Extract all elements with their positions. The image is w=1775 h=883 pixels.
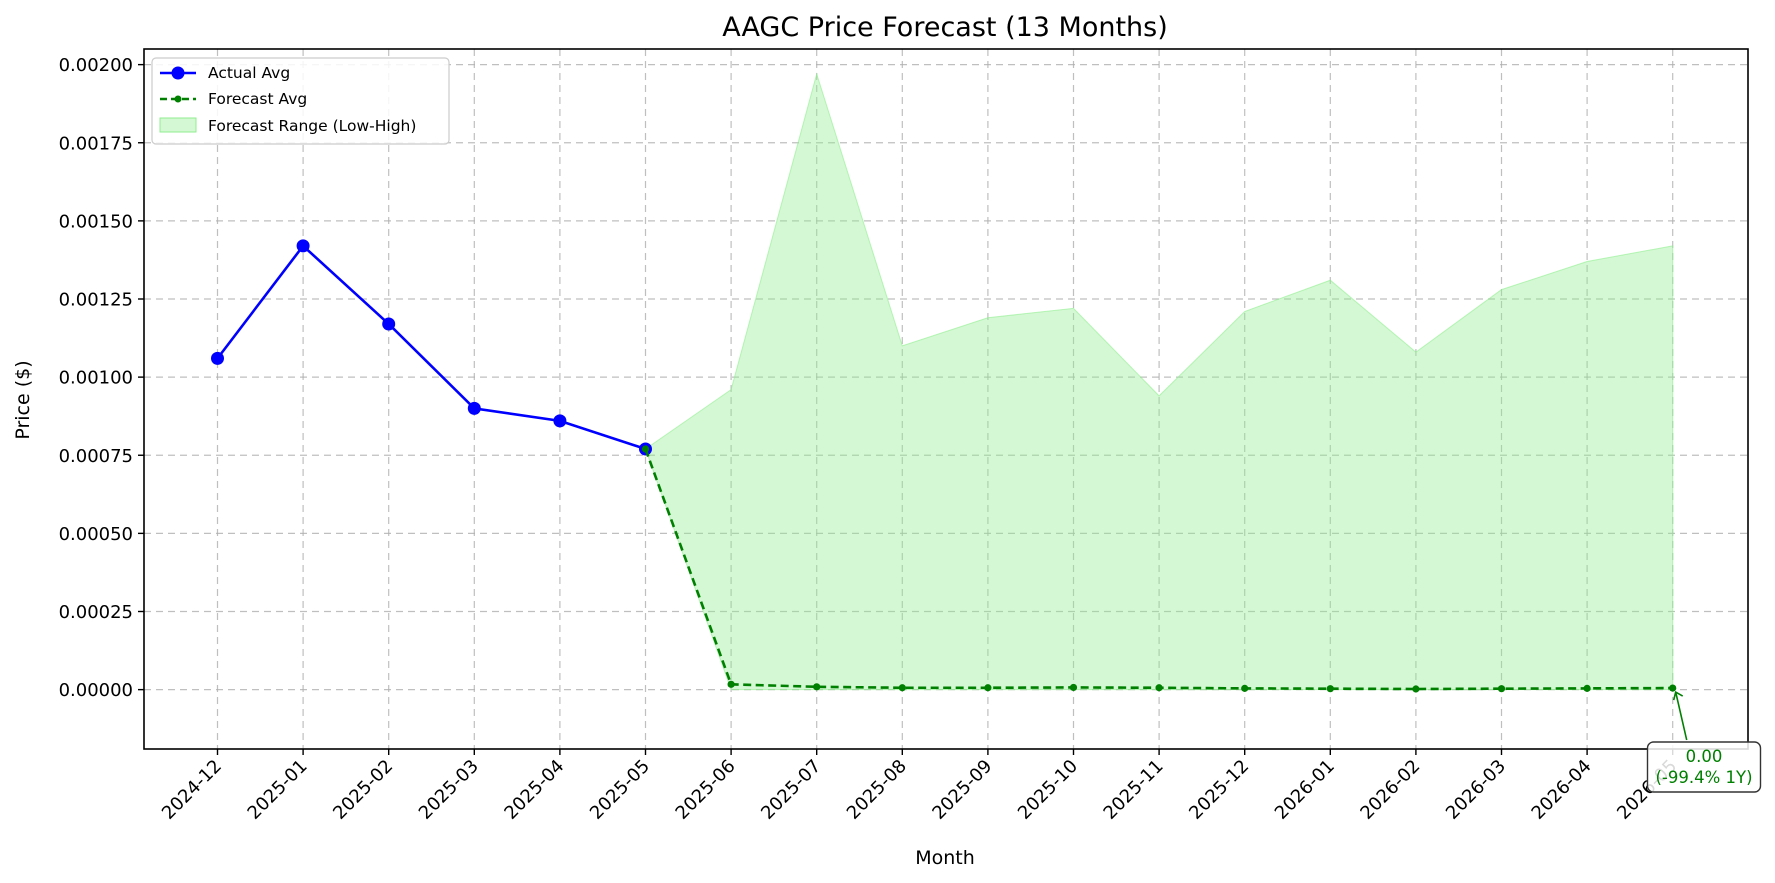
actual-avg-line [216,243,646,451]
actual-avg-point [211,351,224,365]
forecast-avg-point [1326,685,1334,693]
forecast-avg-point [984,684,992,692]
legend-actual-marker [171,66,185,80]
y-tick-label: 0.00150 [59,211,133,232]
legend-forecast-marker [174,95,182,103]
annotation-arrowhead [1672,690,1684,701]
forecast-range-layer [644,72,1674,691]
forecast-avg-point [1669,684,1677,692]
actual-avg-point [467,401,481,415]
y-tick-label: 0.00200 [59,55,133,76]
actual-avg-point [553,414,567,428]
legend-label-forecast: Forecast Avg [208,90,307,108]
legend: Actual Avg Forecast Avg Forecast Range (… [151,57,450,145]
annotation-text: (-99.4% 1Y) [1655,768,1752,787]
forecast-avg-point [1497,685,1506,693]
y-tick-label: 0.00025 [59,602,133,623]
annotation-text: 0.00 [1686,747,1723,766]
y-tick-label: 0.00000 [59,680,133,701]
forecast-avg-point [727,680,735,688]
forecast-avg-point [1412,685,1420,693]
annotation-arrow [1674,691,1688,741]
forecast-avg-point [1583,684,1591,692]
legend-box [151,57,450,145]
annotation-box [1646,741,1762,793]
forecast-avg-point [898,684,906,692]
forecast-avg-point [641,445,650,453]
x-axis-label: Month [915,847,975,869]
y-tick-label: 0.00050 [59,524,133,545]
grid-lines [144,49,1748,749]
forecast-avg-point [1069,683,1078,692]
legend-label-actual: Actual Avg [208,64,290,82]
legend-label-range: Forecast Range (Low-High) [208,117,416,135]
annotation: 0.00 (-99.4% 1Y) [1646,690,1762,793]
y-tick-label: 0.00100 [59,368,133,389]
forecast-avg-point [813,683,821,691]
forecast-range-area [644,72,1674,691]
y-tick-label: 0.00075 [59,446,133,467]
forecast-avg-point [1155,684,1163,692]
y-tick-label: 0.00175 [59,133,133,154]
actual-avg-point [382,317,396,331]
y-axis-label: Price ($) [12,360,34,439]
chart-title: AAGC Price Forecast (13 Months) [722,12,1168,43]
legend-range-swatch [159,117,197,133]
series-lines-layer [211,239,1677,693]
y-axis-ticks: 0.00000 0.00025 0.00050 0.00075 0.00100 0.001… [59,55,144,701]
y-tick-label: 0.00125 [59,290,133,311]
actual-avg-point [296,239,310,253]
plot-frame [143,48,1749,750]
forecast-avg-point [1241,684,1249,692]
